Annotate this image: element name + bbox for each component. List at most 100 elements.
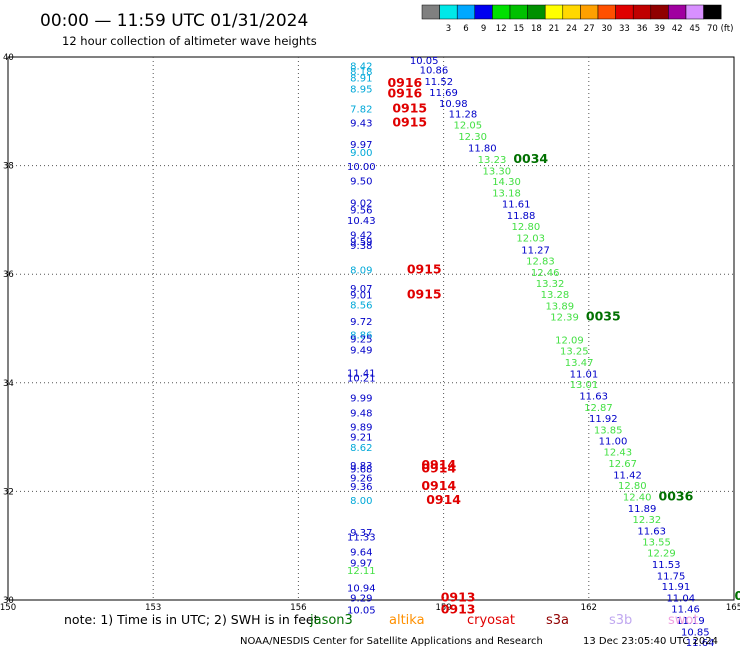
wave-height-value: 8.62 bbox=[350, 443, 372, 454]
wave-height-value: 9.26 bbox=[350, 474, 372, 485]
satellite-jason3: jason3 bbox=[309, 613, 353, 628]
legend-swatch bbox=[474, 4, 493, 20]
wave-height-value: 11.75 bbox=[657, 571, 686, 582]
legend-label: 45 bbox=[689, 24, 700, 34]
wave-height-value: 12.83 bbox=[526, 256, 555, 267]
wave-height-value: 11.28 bbox=[449, 109, 478, 120]
time-mark: 0913 bbox=[441, 602, 476, 617]
wave-height-value: 9.36 bbox=[350, 482, 372, 493]
time-mark: 0914 bbox=[426, 492, 461, 507]
satellite-legend: jason3 altika cryosat s3a s3b swot bbox=[309, 613, 698, 628]
time-mark: 0916 bbox=[387, 75, 422, 90]
satellite-s3b: s3b bbox=[609, 613, 632, 628]
time-mark: 0036 bbox=[659, 489, 694, 504]
legend-label: 27 bbox=[584, 24, 595, 34]
legend-label: 42 bbox=[672, 24, 683, 34]
wave-height-value: 12.03 bbox=[516, 234, 545, 245]
wave-height-value: 9.49 bbox=[350, 345, 372, 356]
wave-height-value: 9.25 bbox=[350, 335, 372, 346]
wave-height-value: 10.98 bbox=[439, 99, 468, 110]
y-tick-label: 32 bbox=[3, 487, 14, 497]
wave-height-value: 12.05 bbox=[453, 121, 482, 132]
wave-height-value: 9.99 bbox=[350, 393, 372, 404]
legend-swatch bbox=[703, 4, 722, 20]
wave-height-value: 11.63 bbox=[579, 392, 608, 403]
legend-label: 15 bbox=[513, 24, 524, 34]
wave-height-value: 9.83 bbox=[350, 461, 372, 472]
legend-swatch bbox=[580, 4, 599, 20]
wave-height-value: 8.42 bbox=[350, 61, 372, 72]
x-tick-labels: 150 153 156 159 162 165 bbox=[0, 603, 740, 613]
wave-height-value: 13.23 bbox=[478, 155, 507, 166]
legend-swatch bbox=[544, 4, 564, 20]
legend-swatch bbox=[527, 4, 546, 20]
time-mark: 0914 bbox=[421, 478, 456, 493]
wave-height-value: 9.72 bbox=[350, 317, 372, 328]
wave-height-value: 12.40 bbox=[623, 493, 652, 504]
wave-height-value: 12.80 bbox=[512, 222, 541, 233]
x-tick-label: 156 bbox=[290, 603, 306, 613]
wave-height-value: 8.18 bbox=[350, 67, 372, 78]
legend-swatch bbox=[685, 4, 704, 20]
wave-height-value: 10.00 bbox=[347, 162, 376, 173]
legend-swatch bbox=[615, 4, 634, 20]
wave-height-value: 10.85 bbox=[681, 627, 710, 638]
time-marks: 0916091609150915003409150915003509140914… bbox=[387, 75, 740, 617]
time-mark: 0914 bbox=[421, 457, 456, 472]
wave-height-value: 11.41 bbox=[347, 368, 376, 379]
legend-swatch bbox=[421, 4, 440, 20]
wave-height-value: 9.29 bbox=[350, 594, 372, 605]
wave-height-value: 12.43 bbox=[604, 448, 633, 459]
wave-height-value: 11.80 bbox=[468, 143, 497, 154]
legend-swatch bbox=[650, 4, 669, 20]
wave-height-value: 14.30 bbox=[492, 177, 521, 188]
wave-height-value: 9.97 bbox=[350, 140, 372, 151]
wave-height-value: 7.82 bbox=[350, 104, 372, 115]
wave-height-value: 9.21 bbox=[350, 432, 372, 443]
wave-height-value: 12.67 bbox=[608, 459, 637, 470]
wave-height-value: 11.33 bbox=[347, 532, 376, 543]
wave-height-value: 10.05 bbox=[410, 56, 439, 67]
wave-height-value: 9.68 bbox=[350, 464, 372, 475]
wave-height-value: 11.46 bbox=[671, 604, 700, 615]
wave-height-value: 12.39 bbox=[550, 312, 579, 323]
wave-height-value: 9.59 bbox=[350, 237, 372, 248]
wave-height-value: 13.55 bbox=[642, 538, 671, 549]
wave-height-value: 13.30 bbox=[483, 166, 512, 177]
wave-height-value: 13.28 bbox=[541, 290, 570, 301]
wave-height-value: 8.95 bbox=[350, 84, 372, 95]
note-text: note: 1) Time is in UTC; 2) SWH is in fe… bbox=[64, 612, 319, 627]
time-mark: 0913 bbox=[441, 590, 476, 605]
wave-height-value: 11.01 bbox=[570, 369, 599, 380]
time-mark: 0914 bbox=[421, 460, 456, 475]
time-mark: 0034 bbox=[513, 151, 548, 166]
wave-height-value: 9.37 bbox=[350, 528, 372, 539]
satellite-altika: altika bbox=[389, 613, 425, 628]
y-tick-labels: 30 32 34 36 38 40 bbox=[3, 53, 14, 606]
wave-height-value: 8.86 bbox=[350, 330, 372, 341]
wave-height-value: 12.11 bbox=[347, 566, 376, 577]
wave-height-value: 11.63 bbox=[637, 526, 666, 537]
legend-label: 6 bbox=[463, 24, 468, 34]
time-mark: 0915 bbox=[407, 287, 442, 302]
legend-swatch bbox=[632, 4, 652, 20]
wave-height-value: 9.50 bbox=[350, 177, 372, 188]
legend-label: 30 bbox=[601, 24, 612, 34]
wave-height-value: 9.02 bbox=[350, 198, 372, 209]
wave-height-value: 8.91 bbox=[350, 73, 372, 84]
wave-height-value: 12.80 bbox=[618, 481, 647, 492]
wave-height-value: 12.09 bbox=[555, 336, 584, 347]
y-tick-label: 40 bbox=[3, 53, 14, 63]
wave-height-value: 9.38 bbox=[350, 241, 372, 252]
wave-height-value: 13.18 bbox=[492, 189, 521, 200]
legend-swatch bbox=[492, 4, 511, 20]
wave-height-value: 9.56 bbox=[350, 205, 372, 216]
legend-swatch bbox=[456, 4, 476, 20]
wave-height-value: 8.56 bbox=[350, 300, 372, 311]
wave-height-value: 12.30 bbox=[458, 132, 487, 143]
wave-height-value: 11.27 bbox=[521, 246, 550, 257]
wave-height-value: 12.32 bbox=[633, 515, 662, 526]
wave-height-value: 12.46 bbox=[531, 268, 560, 279]
wave-height-value: 8.00 bbox=[350, 496, 372, 507]
wave-height-value: 11.61 bbox=[502, 199, 531, 210]
